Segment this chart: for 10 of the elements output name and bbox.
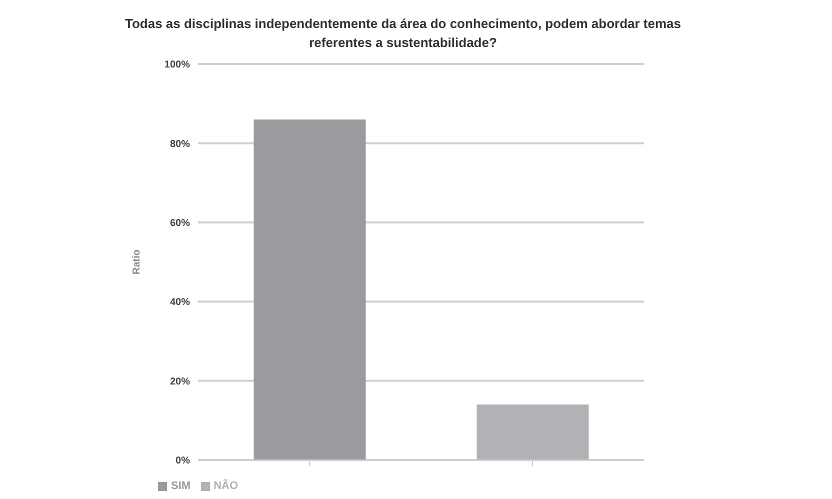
y-tick-label: 20% <box>170 376 190 388</box>
y-tick-label: 80% <box>170 138 190 150</box>
y-tick-label: 40% <box>170 297 190 308</box>
y-tick-label: 100% <box>164 60 190 71</box>
y-tick-label: 60% <box>170 218 190 229</box>
chart-title: Todas as disciplinas independentemente da área do conhecimento, podem abordar temas referentes a sustentabilidade? <box>124 15 682 52</box>
y-axis-title: Ratio <box>132 250 143 274</box>
y-tick-label: 0% <box>176 456 190 467</box>
legend-label: NÃO <box>214 480 238 492</box>
legend-label: SIM <box>171 480 191 492</box>
